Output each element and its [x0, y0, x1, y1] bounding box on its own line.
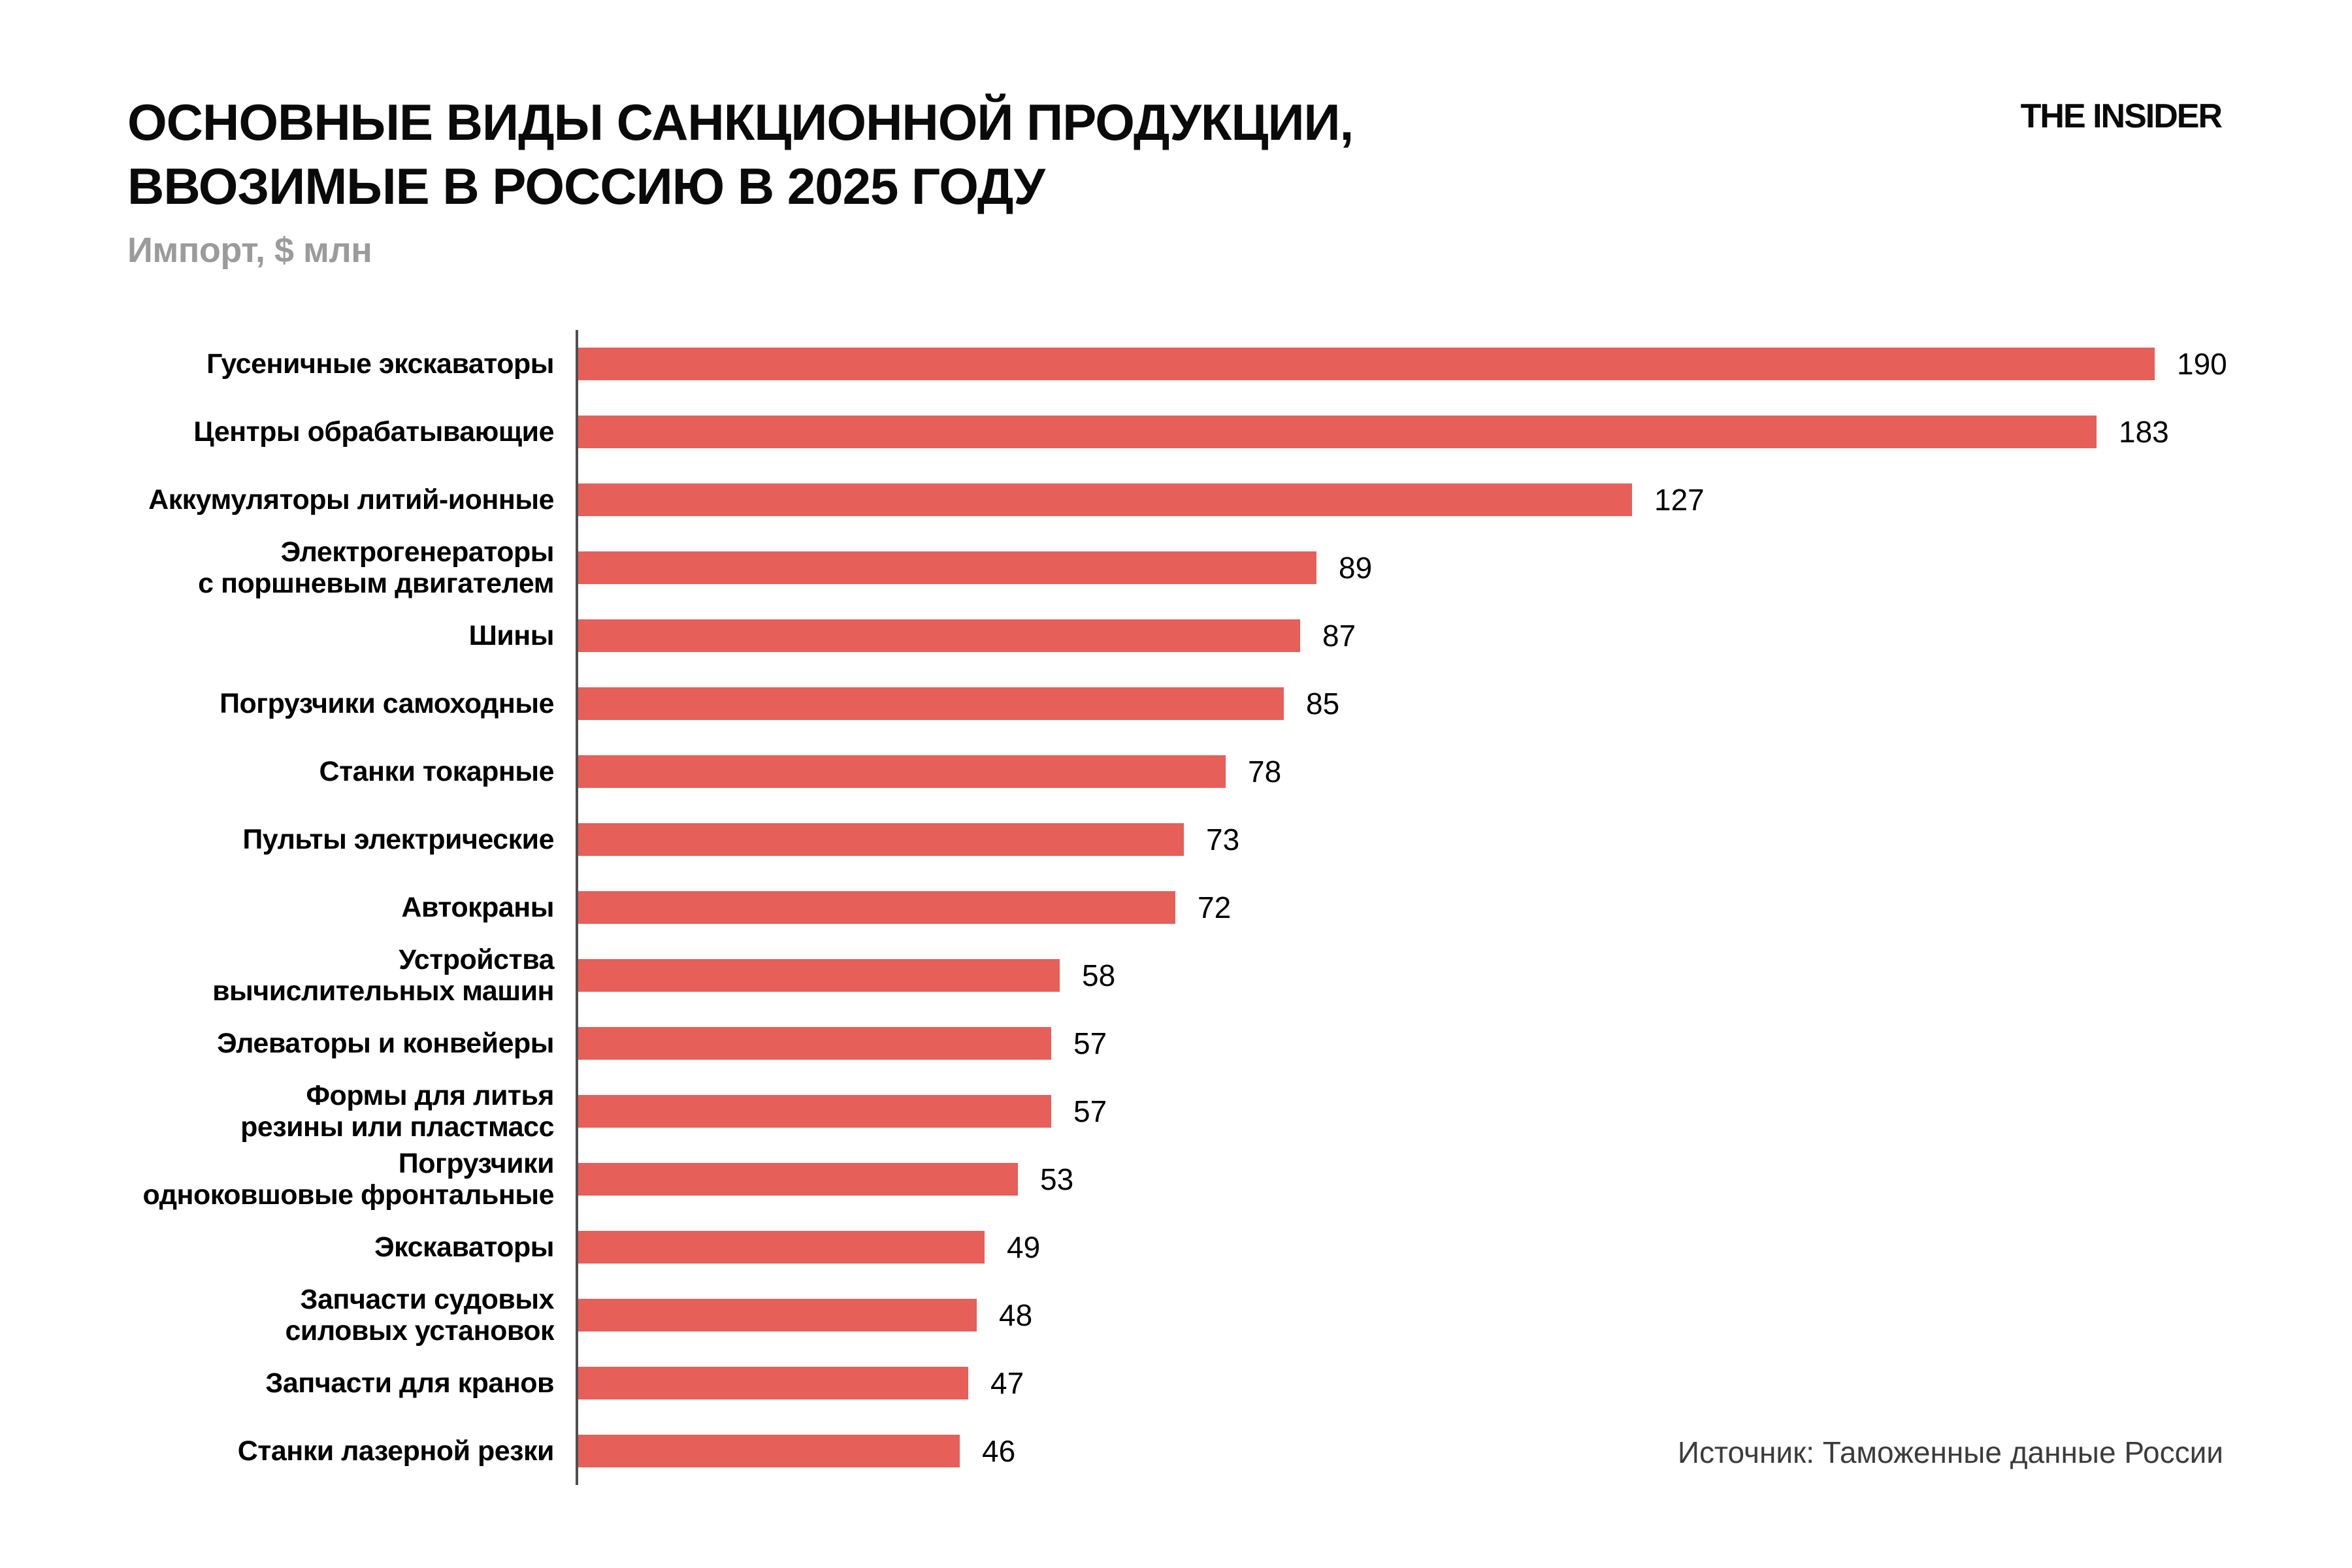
chart-row: Станки лазерной резки 46	[0, 1417, 2352, 1485]
bar-area: 89	[576, 534, 2352, 602]
category-label: Формы для литья резины или пластмасс	[240, 1080, 554, 1143]
chart-row: Электрогенераторы с поршневым двигателем…	[0, 534, 2352, 602]
chart-row: Аккумуляторы литий-ионные 127	[0, 466, 2352, 534]
page-title: ОСНОВНЫЕ ВИДЫ САНКЦИОННОЙ ПРОДУКЦИИ, ВВО…	[127, 93, 1354, 215]
source-note: Источник: Таможенные данные России	[1677, 1435, 2223, 1469]
value-label: 58	[1082, 958, 1116, 992]
chart-row: Запчасти для кранов 47	[0, 1349, 2352, 1417]
value-label: 57	[1073, 1094, 1107, 1128]
category-label: Центры обрабатывающие	[193, 416, 554, 448]
value-label: 127	[1654, 483, 1705, 517]
bar	[578, 1163, 1018, 1196]
chart-row: Автокраны 72	[0, 874, 2352, 941]
chart-row: Гусеничные экскаваторы 190	[0, 330, 2352, 398]
bar	[578, 755, 1226, 788]
value-label: 49	[1007, 1230, 1041, 1264]
category-label: Погрузчики самоходные	[220, 688, 554, 719]
chart-row: Формы для литья резины или пластмасс 57	[0, 1077, 2352, 1145]
category-label: Погрузчики одноковшовые фронтальные	[142, 1148, 555, 1211]
bar-area: 47	[576, 1349, 2352, 1417]
value-label: 190	[2177, 347, 2227, 381]
bar-area: 58	[576, 941, 2352, 1009]
chart-row: Погрузчики самоходные 85	[0, 670, 2352, 738]
value-label: 78	[1248, 755, 1282, 789]
bar-area: 78	[576, 738, 2352, 806]
category-label: Экскаваторы	[374, 1232, 554, 1263]
bar-area: 53	[576, 1145, 2352, 1213]
bar-area: 72	[576, 874, 2352, 941]
bar-area: 87	[576, 602, 2352, 670]
bar	[578, 551, 1316, 584]
bar	[578, 483, 1632, 516]
chart-row: Пульты электрические 73	[0, 806, 2352, 874]
value-label: 47	[990, 1366, 1024, 1400]
bar	[578, 823, 1184, 856]
bar	[578, 1435, 960, 1467]
chart-row: Центры обрабатывающие 183	[0, 398, 2352, 466]
value-label: 85	[1306, 687, 1340, 721]
category-label: Гусеничные экскаваторы	[206, 348, 554, 380]
value-label: 57	[1073, 1026, 1107, 1060]
value-label: 183	[2119, 415, 2169, 449]
category-label: Станки лазерной резки	[237, 1435, 555, 1467]
category-label: Пульты электрические	[242, 824, 554, 855]
bar-area: 48	[576, 1281, 2352, 1349]
value-label: 72	[1198, 890, 1232, 924]
bar-chart: Гусеничные экскаваторы 190 Центры обрабаты…	[0, 330, 2352, 1485]
category-label: Автокраны	[401, 892, 554, 923]
value-label: 89	[1339, 551, 1373, 585]
bar	[578, 348, 2155, 380]
chart-subtitle: Импорт, $ млн	[127, 231, 372, 270]
category-label: Аккумуляторы литий-ионные	[148, 484, 554, 515]
bar-area: 85	[576, 670, 2352, 738]
bar	[578, 1367, 968, 1399]
chart-row: Устройства вычислительных машин 58	[0, 941, 2352, 1009]
bar	[578, 891, 1175, 924]
bar-area: 49	[576, 1213, 2352, 1281]
value-label: 87	[1322, 619, 1356, 653]
bar-area: 183	[576, 398, 2352, 466]
value-label: 46	[982, 1434, 1016, 1468]
bar	[578, 687, 1284, 720]
bar	[578, 959, 1060, 992]
value-label: 73	[1206, 823, 1240, 857]
category-label: Элеваторы и конвейеры	[217, 1028, 554, 1059]
chart-row: Экскаваторы 49	[0, 1213, 2352, 1281]
category-label: Шины	[468, 620, 555, 651]
category-label: Запчасти судовых силовых установок	[285, 1284, 554, 1347]
bar	[578, 619, 1300, 652]
value-label: 53	[1040, 1162, 1074, 1196]
value-label: 48	[999, 1298, 1033, 1332]
bar-area: 73	[576, 806, 2352, 874]
chart-row: Элеваторы и конвейеры 57	[0, 1009, 2352, 1077]
category-label: Электрогенераторы с поршневым двигателем	[198, 536, 554, 599]
chart-row: Станки токарные 78	[0, 738, 2352, 806]
bar-area: 57	[576, 1009, 2352, 1077]
chart-row: Запчасти судовых силовых установок 48	[0, 1281, 2352, 1349]
brand-logo: THE INSIDER	[2020, 97, 2223, 135]
bar	[578, 1231, 985, 1264]
bar	[578, 1299, 977, 1331]
category-label: Запчасти для кранов	[265, 1367, 554, 1399]
bar-area: 190	[576, 330, 2352, 398]
category-label: Станки токарные	[319, 756, 555, 787]
bar	[578, 416, 2097, 448]
bar	[578, 1095, 1051, 1128]
chart-row: Шины 87	[0, 602, 2352, 670]
bar-area: 127	[576, 466, 2352, 534]
chart-row: Погрузчики одноковшовые фронтальные 53	[0, 1145, 2352, 1213]
category-label: Устройства вычислительных машин	[212, 944, 554, 1007]
bar	[578, 1027, 1051, 1060]
bar-area: 46	[576, 1417, 2352, 1485]
bar-area: 57	[576, 1077, 2352, 1145]
